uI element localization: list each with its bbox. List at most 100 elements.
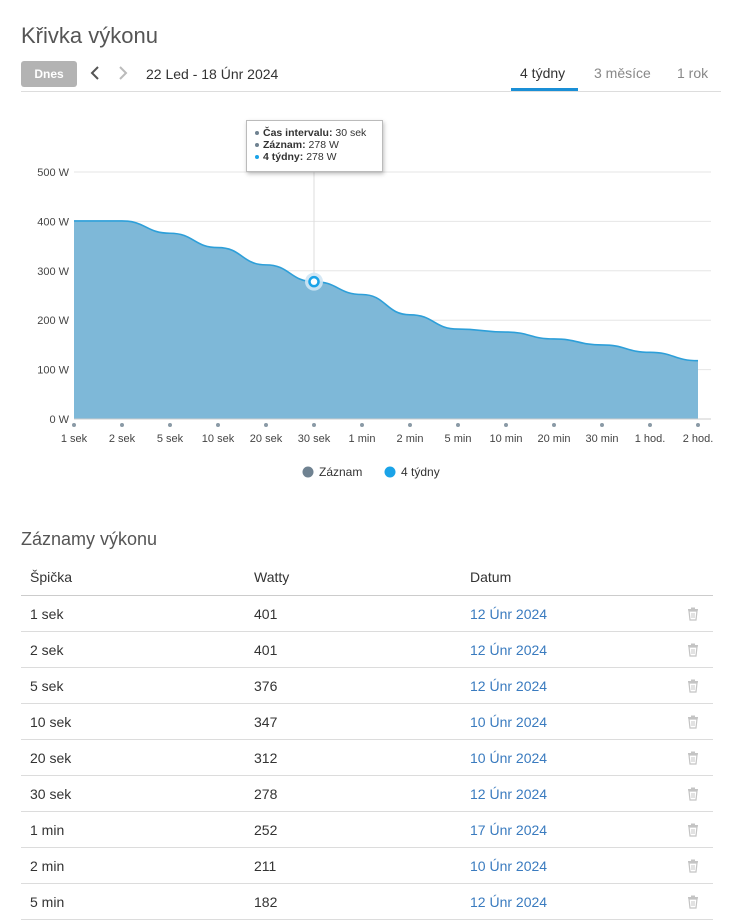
x-tick-label: 2 min bbox=[397, 433, 424, 445]
x-tick-label: 1 sek bbox=[61, 433, 88, 445]
table-row: 20 sek 312 10 Únr 2024 bbox=[21, 739, 713, 776]
record-watts: 211 bbox=[245, 847, 461, 884]
highlight-point bbox=[308, 275, 320, 288]
x-tick-mark bbox=[120, 423, 124, 427]
delete-record-cell bbox=[673, 631, 713, 668]
record-peak: 2 min bbox=[21, 847, 245, 884]
y-tick-label: 200 W bbox=[37, 315, 69, 327]
x-tick-label: 30 min bbox=[585, 433, 618, 445]
record-date-link[interactable]: 10 Únr 2024 bbox=[461, 847, 673, 884]
x-tick-mark bbox=[408, 423, 412, 427]
x-tick-mark bbox=[312, 423, 316, 427]
date-range-label: 22 Led - 18 Únr 2024 bbox=[146, 66, 279, 82]
trash-icon[interactable] bbox=[687, 605, 699, 621]
table-row: 30 sek 278 12 Únr 2024 bbox=[21, 775, 713, 812]
delete-record-cell bbox=[673, 703, 713, 740]
tab-4-weeks[interactable]: 4 týdny bbox=[520, 65, 566, 81]
record-date-link[interactable]: 10 Únr 2024 bbox=[461, 703, 673, 740]
x-tick-label: 20 min bbox=[537, 433, 570, 445]
record-peak: 1 min bbox=[21, 811, 245, 848]
trash-icon[interactable] bbox=[687, 713, 699, 729]
record-watts: 182 bbox=[245, 883, 461, 920]
tooltip-label: 4 týdny: bbox=[263, 151, 304, 163]
trash-icon[interactable] bbox=[687, 677, 699, 693]
record-date-link[interactable]: 12 Únr 2024 bbox=[461, 631, 673, 668]
chevron-left-icon[interactable] bbox=[88, 63, 104, 83]
x-tick-mark bbox=[648, 423, 652, 427]
x-tick-mark bbox=[552, 423, 556, 427]
chevron-right-icon[interactable] bbox=[115, 63, 131, 83]
record-date-link[interactable]: 12 Únr 2024 bbox=[461, 883, 673, 920]
delete-record-cell bbox=[673, 811, 713, 848]
tooltip-dot bbox=[255, 143, 259, 148]
today-button[interactable]: Dnes bbox=[21, 61, 77, 87]
record-date-link[interactable]: 17 Únr 2024 bbox=[461, 811, 673, 848]
y-tick-label: 100 W bbox=[37, 365, 69, 377]
record-watts: 401 bbox=[245, 595, 461, 632]
record-watts: 347 bbox=[245, 703, 461, 740]
tooltip-label: Čas intervalu: bbox=[263, 127, 333, 139]
x-tick-label: 10 min bbox=[489, 433, 522, 445]
tab-3-months[interactable]: 3 měsíce bbox=[594, 65, 651, 81]
tab-1-year[interactable]: 1 rok bbox=[677, 65, 709, 81]
x-tick-mark bbox=[360, 423, 364, 427]
x-tick-label: 5 min bbox=[445, 433, 472, 445]
x-tick-mark bbox=[696, 423, 700, 427]
x-tick-label: 1 hod. bbox=[635, 433, 666, 445]
power-curve-svg: 0 W 100 W 200 W 300 W 400 W 500 W 1 sek 2 sek 5 … bbox=[37, 120, 714, 479]
record-watts: 401 bbox=[245, 631, 461, 668]
x-tick-mark bbox=[72, 423, 76, 427]
table-row: 1 sek 401 12 Únr 2024 bbox=[21, 595, 713, 632]
tooltip-label: Záznam: bbox=[263, 139, 306, 151]
record-date-link[interactable]: 12 Únr 2024 bbox=[461, 667, 673, 704]
record-peak: 20 sek bbox=[21, 739, 245, 776]
y-tick-label: 400 W bbox=[37, 216, 69, 228]
table-row: 2 sek 401 12 Únr 2024 bbox=[21, 631, 713, 668]
legend-marker bbox=[302, 466, 314, 478]
record-peak: 10 sek bbox=[21, 703, 245, 740]
record-date-link[interactable]: 12 Únr 2024 bbox=[461, 775, 673, 812]
records-body: 1 sek 401 12 Únr 2024 2 sek 401 12 Únr 2024 5 … bbox=[21, 595, 713, 920]
tooltip-value: 278 W bbox=[308, 139, 339, 151]
tooltip-row-4-weeks: 4 týdny: 278 W bbox=[255, 151, 374, 163]
trash-icon[interactable] bbox=[687, 785, 699, 801]
record-peak: 2 sek bbox=[21, 631, 245, 668]
trash-icon[interactable] bbox=[687, 641, 699, 657]
delete-record-cell bbox=[673, 739, 713, 776]
column-header-actions bbox=[673, 559, 713, 596]
record-watts: 278 bbox=[245, 775, 461, 812]
record-peak: 5 sek bbox=[21, 667, 245, 704]
x-tick-mark bbox=[216, 423, 220, 427]
x-tick-label: 1 min bbox=[349, 433, 376, 445]
record-peak: 5 min bbox=[21, 883, 245, 920]
trash-icon[interactable] bbox=[687, 749, 699, 765]
x-tick-label: 30 sek bbox=[298, 433, 331, 445]
records-table: Špička Watty Datum 1 sek 401 12 Únr 2024 2 … bbox=[21, 559, 713, 920]
x-tick-mark bbox=[168, 423, 172, 427]
trash-icon[interactable] bbox=[687, 857, 699, 873]
tooltip-dot bbox=[255, 155, 259, 160]
record-peak: 1 sek bbox=[21, 595, 245, 632]
legend-label: 4 týdny bbox=[401, 465, 440, 479]
x-tick-mark bbox=[600, 423, 604, 427]
y-tick-label: 0 W bbox=[49, 414, 69, 426]
record-watts: 312 bbox=[245, 739, 461, 776]
trash-icon[interactable] bbox=[687, 893, 699, 909]
series-line bbox=[74, 220, 699, 362]
x-tick-label: 2 hod. bbox=[683, 433, 714, 445]
power-curve-chart: 0 W 100 W 200 W 300 W 400 W 500 W 1 sek 2 sek 5 … bbox=[0, 92, 736, 492]
column-header-peak: Špička bbox=[21, 559, 245, 596]
delete-record-cell bbox=[673, 883, 713, 920]
record-date-link[interactable]: 12 Únr 2024 bbox=[461, 595, 673, 632]
trash-icon[interactable] bbox=[687, 821, 699, 837]
series-area bbox=[74, 220, 698, 419]
legend-label: Záznam bbox=[319, 465, 362, 479]
table-row: 2 min 211 10 Únr 2024 bbox=[21, 847, 713, 884]
x-tick-label: 5 sek bbox=[157, 433, 184, 445]
page-title: Křivka výkonu bbox=[21, 22, 158, 48]
record-date-link[interactable]: 10 Únr 2024 bbox=[461, 739, 673, 776]
x-tick-mark bbox=[456, 423, 460, 427]
tooltip-value: 278 W bbox=[306, 151, 337, 163]
tooltip-row-interval: Čas intervalu: 30 sek bbox=[255, 127, 374, 139]
x-tick-mark bbox=[264, 423, 268, 427]
